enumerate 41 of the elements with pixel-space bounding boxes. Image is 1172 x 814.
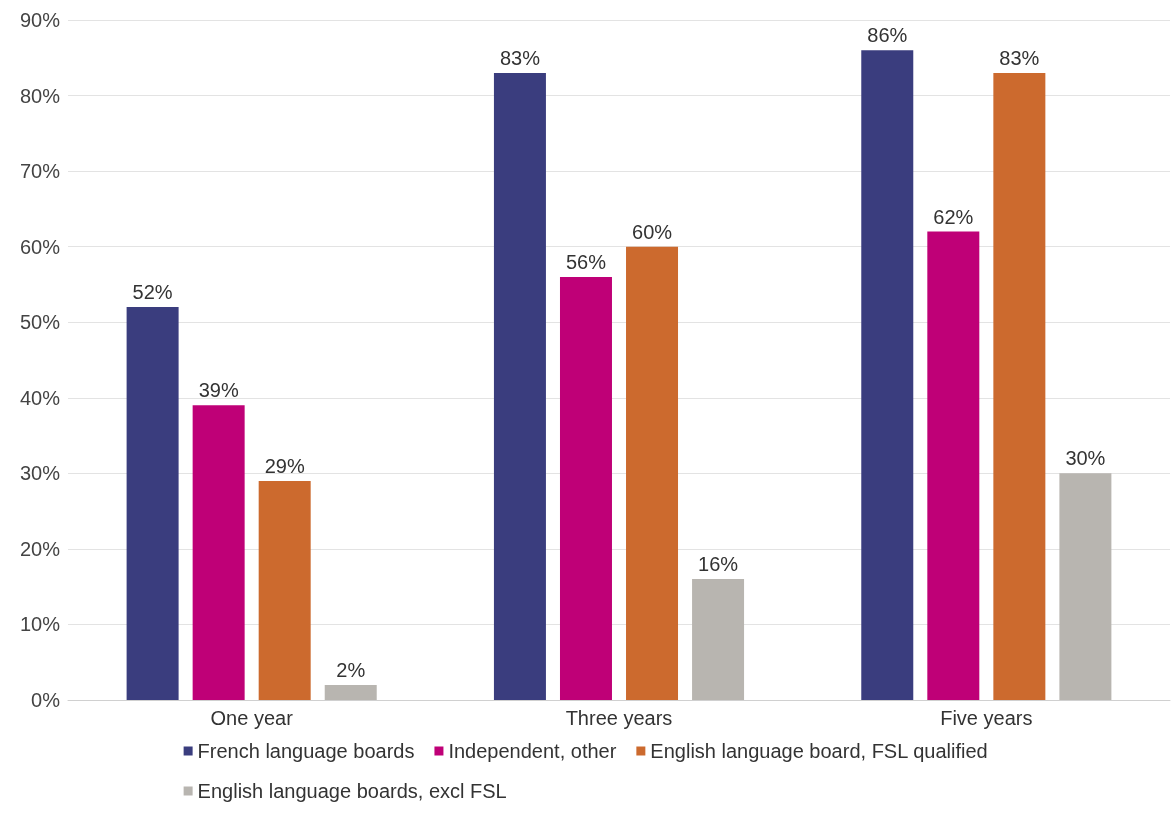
data-label: 56% xyxy=(565,250,607,273)
legend-label: French language boards xyxy=(197,740,415,762)
bar xyxy=(126,307,179,700)
data-label: 83% xyxy=(499,46,541,69)
y-tick-label: 80% xyxy=(19,84,61,107)
data-label: 52% xyxy=(132,281,173,304)
data-label: 2% xyxy=(336,658,366,681)
legend-label: Independent, other xyxy=(448,740,617,762)
data-label: 62% xyxy=(933,205,974,228)
bar xyxy=(993,72,1046,700)
data-label: 60% xyxy=(632,220,673,243)
x-tick-label: Three years xyxy=(565,707,673,729)
bar xyxy=(192,405,245,700)
y-tick-label: 0% xyxy=(31,689,61,711)
data-label: 29% xyxy=(264,454,305,477)
y-tick-label: 50% xyxy=(19,311,61,334)
y-tick-label: 20% xyxy=(19,537,61,560)
x-tick-label: Five years xyxy=(940,707,1033,729)
y-tick-label: 70% xyxy=(19,160,61,183)
bar xyxy=(861,50,914,700)
y-tick-label: 60% xyxy=(19,235,61,258)
data-label: 86% xyxy=(867,24,908,47)
y-tick-label: 90% xyxy=(19,9,61,31)
data-label: 30% xyxy=(1065,447,1106,470)
bar xyxy=(626,246,679,700)
data-label: 83% xyxy=(999,46,1040,69)
legend-label: English language board, FSL qualified xyxy=(650,740,988,762)
bar xyxy=(493,72,546,700)
x-tick-label: One year xyxy=(210,707,294,729)
y-tick-label: 40% xyxy=(19,386,61,409)
bar xyxy=(1059,473,1112,700)
legend-label: English language boards, excl FSL xyxy=(197,780,507,802)
data-label: 16% xyxy=(698,553,739,576)
data-label: 39% xyxy=(198,379,239,402)
bar xyxy=(692,579,745,700)
bar xyxy=(258,480,311,700)
bar xyxy=(559,276,612,700)
bar xyxy=(324,684,377,700)
bar xyxy=(927,231,980,700)
y-tick-label: 30% xyxy=(19,462,61,485)
y-tick-label: 10% xyxy=(19,613,61,636)
